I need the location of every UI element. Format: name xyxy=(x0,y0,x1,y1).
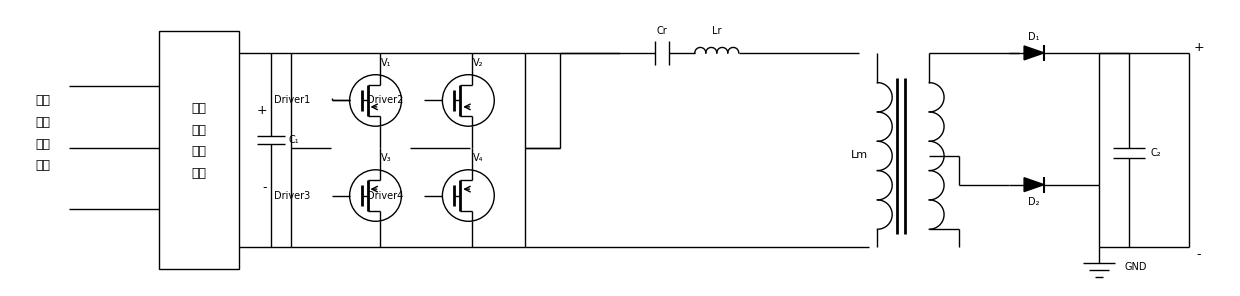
Text: 交流: 交流 xyxy=(36,116,51,129)
Text: -: - xyxy=(263,181,267,194)
Polygon shape xyxy=(1024,46,1044,60)
Text: 三相: 三相 xyxy=(36,94,51,107)
Text: 输入: 输入 xyxy=(191,102,206,115)
Text: V₄: V₄ xyxy=(474,153,484,163)
Text: D₁: D₁ xyxy=(1028,32,1040,42)
Text: Lr: Lr xyxy=(712,26,722,36)
Text: Cr: Cr xyxy=(656,26,667,36)
Text: V₂: V₂ xyxy=(474,58,484,68)
Text: Driver4: Driver4 xyxy=(367,191,403,201)
Bar xyxy=(159,31,239,269)
Text: 电网: 电网 xyxy=(36,159,51,172)
Text: Driver1: Driver1 xyxy=(274,95,311,105)
Text: +: + xyxy=(257,104,267,117)
Text: Lm: Lm xyxy=(851,150,868,160)
Text: C₁: C₁ xyxy=(289,135,299,145)
Text: C₂: C₂ xyxy=(1151,148,1162,158)
Text: GND: GND xyxy=(1125,262,1147,272)
Text: Driver3: Driver3 xyxy=(274,191,311,201)
Text: +: + xyxy=(1193,41,1204,54)
Text: 模块: 模块 xyxy=(191,167,206,180)
Text: D₂: D₂ xyxy=(1028,197,1040,207)
Text: 滤波: 滤波 xyxy=(191,145,206,158)
Text: V₁: V₁ xyxy=(381,58,391,68)
Text: -: - xyxy=(1197,248,1202,261)
Polygon shape xyxy=(1024,178,1044,192)
Text: V₃: V₃ xyxy=(381,153,391,163)
Text: Driver2: Driver2 xyxy=(367,95,403,105)
Text: 整流: 整流 xyxy=(191,124,206,137)
Text: 输入: 输入 xyxy=(36,138,51,151)
